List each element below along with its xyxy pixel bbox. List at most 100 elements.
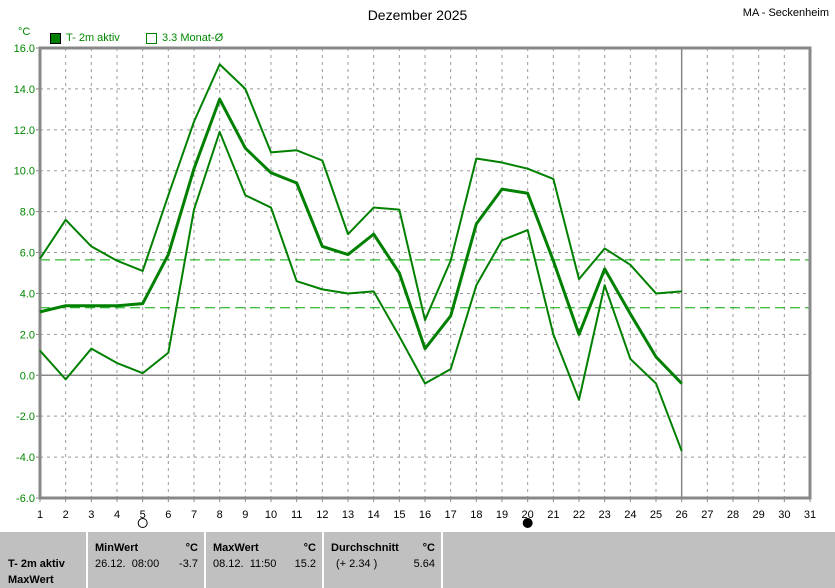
data-point bbox=[193, 121, 195, 123]
data-point bbox=[527, 168, 529, 170]
y-tick-label: -4.0 bbox=[16, 452, 35, 464]
data-point bbox=[39, 311, 41, 313]
legend-swatch-empty bbox=[146, 32, 157, 44]
x-tick-label: 11 bbox=[291, 509, 302, 521]
x-tick-label: 27 bbox=[701, 509, 713, 521]
avg-diff: (+ 2.34 ) bbox=[336, 558, 378, 570]
max-cell: MaxWert °C 08.12. 11:50 15.2 bbox=[204, 532, 322, 588]
x-tick-label: 3 bbox=[88, 509, 94, 521]
data-point bbox=[424, 348, 426, 350]
y-tick-label: 8.0 bbox=[20, 207, 35, 219]
max-value: 15.2 bbox=[294, 558, 316, 570]
y-tick-label: 14.0 bbox=[14, 84, 35, 96]
data-point bbox=[321, 288, 323, 290]
data-point bbox=[373, 233, 375, 235]
x-tick-label: 22 bbox=[573, 509, 585, 521]
data-point bbox=[604, 284, 606, 286]
data-point bbox=[578, 399, 580, 401]
x-tick-label: 13 bbox=[342, 509, 354, 521]
data-point bbox=[552, 260, 554, 262]
data-point bbox=[604, 268, 606, 270]
data-point bbox=[527, 229, 529, 231]
x-tick-label: 26 bbox=[676, 509, 688, 521]
x-tick-label: 31 bbox=[804, 509, 816, 521]
x-tick-label: 16 bbox=[419, 509, 431, 521]
data-point bbox=[373, 290, 375, 292]
data-point bbox=[65, 305, 67, 307]
data-point bbox=[142, 270, 144, 272]
x-tick-label: 8 bbox=[217, 509, 223, 521]
data-point bbox=[39, 350, 41, 352]
data-point bbox=[116, 362, 118, 364]
data-point bbox=[424, 319, 426, 321]
avg-label: Durchschnitt bbox=[331, 542, 399, 554]
avg-cell: Durchschnitt °C (+ 2.34 ) 5.64 bbox=[322, 532, 443, 588]
y-tick-label: 10.0 bbox=[14, 166, 35, 178]
y-tick-label: -6.0 bbox=[16, 493, 35, 505]
x-tick-label: 17 bbox=[445, 509, 457, 521]
data-point bbox=[167, 194, 169, 196]
data-point bbox=[39, 258, 41, 260]
data-point bbox=[142, 372, 144, 374]
data-point bbox=[219, 63, 221, 65]
x-tick-label: 12 bbox=[316, 509, 328, 521]
x-tick-label: 23 bbox=[599, 509, 611, 521]
max-unit: °C bbox=[303, 542, 316, 554]
data-point bbox=[475, 157, 477, 159]
data-point bbox=[398, 335, 400, 337]
data-point bbox=[501, 188, 503, 190]
max-label: MaxWert bbox=[213, 542, 259, 554]
x-tick-label: 5 bbox=[140, 509, 146, 521]
data-point bbox=[629, 313, 631, 315]
data-point bbox=[167, 352, 169, 354]
series-line-max bbox=[39, 63, 682, 322]
x-tick-label: 14 bbox=[368, 509, 380, 521]
x-tick-label: 10 bbox=[265, 509, 277, 521]
data-point bbox=[681, 290, 683, 292]
data-point bbox=[347, 292, 349, 294]
legend-label: T- 2m aktiv bbox=[66, 32, 120, 44]
data-point bbox=[578, 333, 580, 335]
x-tick-label: 19 bbox=[496, 509, 508, 521]
data-point bbox=[655, 382, 657, 384]
data-point bbox=[65, 219, 67, 221]
min-date: 26.12. 08:00 bbox=[95, 558, 160, 570]
data-point bbox=[501, 162, 503, 164]
legend-swatch-filled bbox=[50, 32, 61, 44]
data-point bbox=[193, 209, 195, 211]
data-point bbox=[90, 305, 92, 307]
data-point bbox=[552, 333, 554, 335]
data-point bbox=[142, 303, 144, 305]
data-point bbox=[450, 315, 452, 317]
x-tick-label: 15 bbox=[393, 509, 405, 521]
data-point bbox=[655, 356, 657, 358]
data-point bbox=[244, 147, 246, 149]
data-point bbox=[270, 172, 272, 174]
x-tick-label: 7 bbox=[191, 509, 197, 521]
data-point bbox=[321, 160, 323, 161]
data-point bbox=[296, 182, 298, 184]
stats-panel: T- 2m aktiv MaxWert MinWert °C 26.12. 08… bbox=[0, 532, 835, 588]
y-tick-label: 2.0 bbox=[20, 329, 35, 341]
data-point bbox=[116, 260, 118, 262]
x-tick-label: 18 bbox=[470, 509, 482, 521]
x-tick-label: 9 bbox=[242, 509, 248, 521]
avg-unit: °C bbox=[422, 542, 435, 554]
moon-new-icon bbox=[522, 518, 533, 528]
min-label: MinWert bbox=[95, 542, 139, 554]
data-point bbox=[373, 207, 375, 209]
data-point bbox=[219, 131, 221, 133]
data-point bbox=[347, 233, 349, 235]
data-point bbox=[424, 382, 426, 384]
data-point bbox=[450, 260, 452, 262]
data-point bbox=[193, 168, 195, 170]
legend-item-month-avg: 3.3 Monat-Ø bbox=[146, 32, 223, 44]
series-line-min bbox=[39, 130, 683, 452]
y-tick-label: 12.0 bbox=[14, 125, 35, 137]
data-point bbox=[681, 450, 683, 452]
x-tick-label: 24 bbox=[624, 509, 636, 521]
legend-label: 3.3 Monat-Ø bbox=[162, 32, 224, 44]
data-point bbox=[167, 254, 169, 256]
moon-full-icon bbox=[137, 518, 148, 528]
data-point bbox=[219, 98, 221, 100]
